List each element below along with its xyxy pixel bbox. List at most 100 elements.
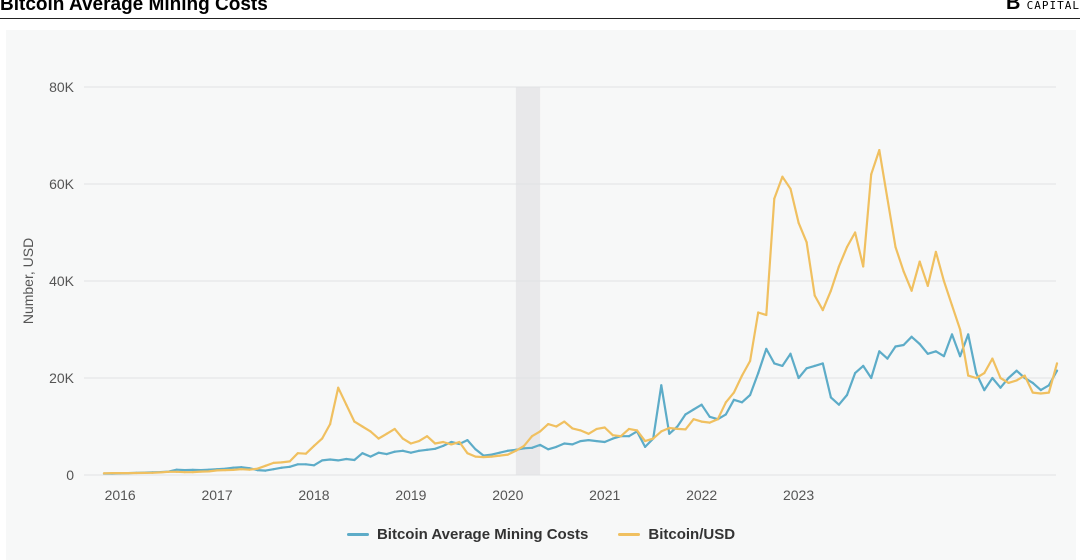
series-1-point [119, 471, 122, 475]
series-0-point [506, 449, 509, 452]
series-0-point [950, 333, 954, 336]
series-0-point [393, 450, 396, 453]
series-1-point [207, 470, 211, 473]
series-1-point [942, 279, 946, 283]
series-1-point [934, 250, 937, 253]
series-1-point [232, 468, 235, 472]
series-1-point [757, 311, 760, 314]
series-1-point [902, 270, 905, 273]
legend-item-bitcoin-usd[interactable]: Bitcoin/USD [618, 526, 735, 543]
series-0-point [579, 439, 582, 443]
series-1-point [329, 422, 332, 426]
series-0-point [660, 384, 663, 387]
series-1-point [619, 435, 622, 438]
legend-label-bitcoin-usd: Bitcoin/USD [648, 525, 736, 543]
series-0-point [805, 367, 808, 370]
series-0-point [280, 466, 283, 469]
series-1-point [224, 469, 227, 472]
series-0-point [1039, 389, 1042, 392]
series-0-point [958, 355, 962, 358]
series-0-point [425, 448, 429, 451]
y-axis-label: Number, USD [20, 238, 36, 324]
series-0-point [781, 364, 784, 367]
series-0-point [563, 442, 566, 445]
series-1-point [304, 452, 308, 455]
series-1-point [797, 221, 800, 224]
series-1-point [498, 454, 501, 457]
series-1-point [708, 421, 711, 424]
series-0-point [595, 439, 598, 443]
series-1-point [312, 444, 316, 447]
series-1-point [991, 357, 994, 360]
series-0-point [539, 443, 542, 447]
series-0-point [474, 448, 477, 451]
series-0-point [813, 364, 816, 367]
series-0-point [853, 372, 857, 375]
series-0-point [320, 459, 324, 462]
series-1-point [547, 422, 550, 426]
series-1-point [789, 187, 792, 190]
series-0-point [644, 445, 647, 448]
series-0-point [345, 457, 348, 461]
series-0-point [700, 403, 703, 406]
series-0-point [991, 376, 994, 380]
series-0-point [837, 403, 841, 406]
series-0-point [353, 458, 356, 462]
series-0-point [401, 449, 404, 452]
series-0-point [369, 455, 372, 458]
series-1-point [337, 386, 340, 389]
series-1-point [385, 432, 388, 435]
series-1-point [1055, 362, 1059, 365]
x-tick-label: 2022 [686, 487, 717, 503]
series-1-point [910, 289, 913, 292]
series-1-point [773, 197, 776, 200]
series-1-point [151, 471, 154, 474]
series-1-point [652, 437, 655, 440]
series-0-point [676, 425, 679, 428]
legend-item-mining-costs[interactable]: Bitcoin Average Mining Costs [346, 526, 588, 543]
series-0-point [442, 444, 445, 447]
series-0-point [1007, 376, 1010, 380]
series-0-point [490, 453, 493, 456]
y-tick-label: 40K [49, 273, 75, 289]
y-tick-label: 20K [49, 370, 75, 386]
series-1-point [167, 470, 170, 473]
series-1-point [716, 418, 719, 421]
logo-text: CAPITAL [1026, 0, 1080, 12]
series-1-point [369, 430, 372, 433]
x-tick-label: 2020 [492, 487, 523, 503]
series-1-point [571, 427, 574, 430]
series-1-point [635, 429, 639, 432]
series-1-point [684, 428, 687, 431]
series-1-point [627, 427, 631, 431]
series-1-point [490, 455, 493, 458]
series-1-point [191, 470, 194, 474]
series-0-point [603, 440, 606, 444]
series-1-point [692, 418, 695, 421]
chart-panel: 0 20K 40K 60K 80K Number, USD 2016 2017 2018 2019… [6, 30, 1076, 560]
series-1-point [296, 452, 299, 455]
series-0-point [555, 445, 558, 448]
series-0-point [450, 440, 453, 444]
series-0-point [668, 432, 671, 435]
series-1-point [950, 304, 954, 307]
series-1-point [272, 461, 275, 464]
series-1-point [724, 401, 727, 404]
series-0-point [975, 372, 978, 375]
series-0-point [587, 438, 590, 442]
series-1-point [256, 467, 259, 470]
series-1-point [522, 444, 526, 447]
series-0-point [434, 447, 437, 450]
series-0-point [789, 352, 792, 355]
series-0-point [878, 350, 881, 353]
series-1-point [999, 376, 1002, 380]
series-1-point [700, 420, 703, 423]
series-0-point [967, 333, 970, 336]
series-1-point [288, 460, 291, 463]
series-1-point [482, 455, 485, 459]
series-1-point [135, 471, 138, 475]
series-1-point [926, 284, 929, 287]
series-0-point [732, 398, 736, 401]
series-0-point [547, 448, 550, 451]
series-0-point [749, 393, 752, 397]
